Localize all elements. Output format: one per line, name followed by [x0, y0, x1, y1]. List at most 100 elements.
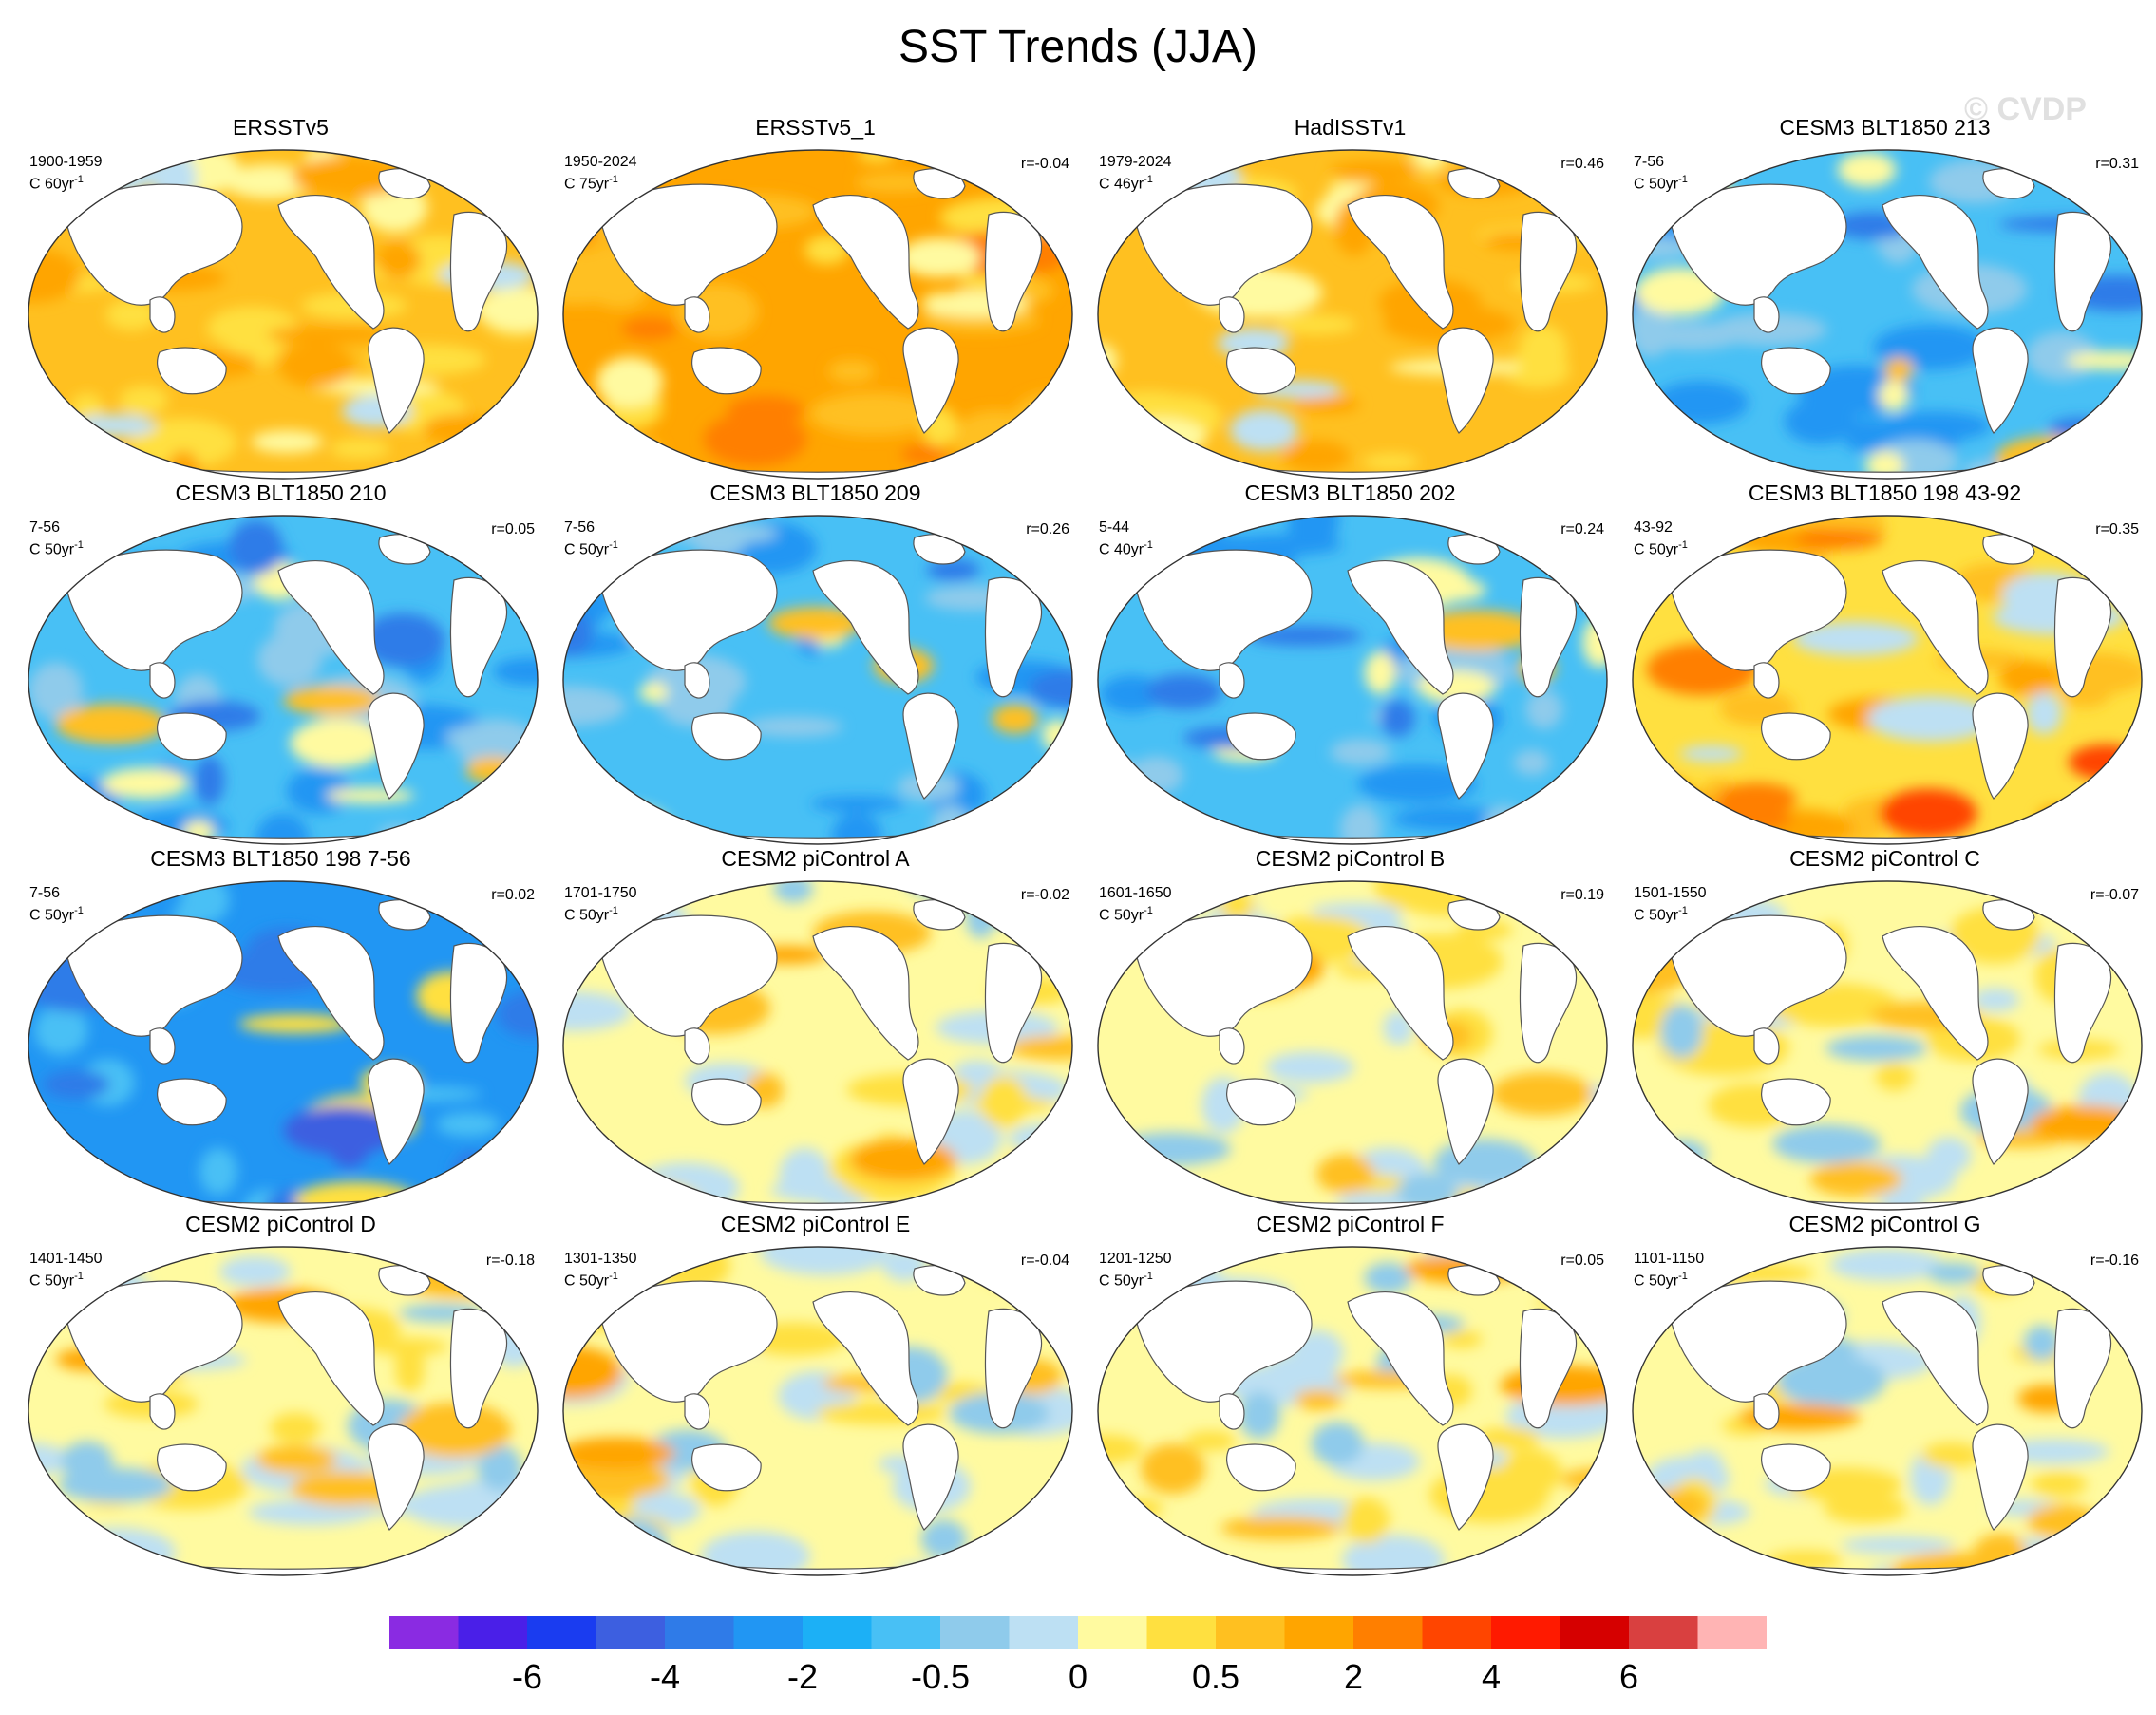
sst-anomaly-patch: [901, 444, 948, 464]
globe-outline: [1632, 515, 2143, 845]
sst-anomaly-patch: [1007, 1035, 1072, 1061]
sst-anomaly-patch: [36, 884, 134, 903]
land-mask: [1668, 914, 1847, 1037]
sst-anomaly-patch: [251, 430, 323, 454]
sst-anomaly-patch: [598, 1518, 668, 1571]
panel-trend-units: C 50yr-1: [564, 1268, 618, 1290]
trend-units-exponent: -1: [1678, 174, 1688, 185]
colorbar-swatch: [940, 1616, 1010, 1649]
land-mask: [691, 347, 762, 395]
panel-correlation: r=-0.16: [2090, 1253, 2139, 1269]
sst-anomaly-patch: [622, 317, 678, 340]
sst-anomaly-patch: [1311, 1422, 1364, 1466]
panel-trend-units: C 50yr-1: [29, 902, 84, 924]
sst-anomaly-patch: [979, 1076, 1029, 1128]
sst-anomaly-patch: [1480, 516, 1560, 535]
sst-anomaly-patch: [983, 1254, 1072, 1292]
panel-title: CESM2 piControl D: [185, 1212, 376, 1236]
sst-anomaly-patch: [564, 1498, 610, 1531]
sst-anomaly-patch: [330, 439, 390, 459]
land-mask: [277, 195, 385, 330]
sst-anomaly-patch: [1551, 163, 1607, 183]
land-mask: [1347, 926, 1454, 1061]
land-mask: [1882, 195, 1989, 330]
sst-anomaly-patch: [119, 386, 168, 415]
globe-outline: [28, 880, 539, 1211]
sst-anomaly-patch: [1784, 399, 1856, 444]
sst-anomaly-patch: [436, 1112, 501, 1137]
colorbar-tick-label: -6: [511, 1657, 542, 1696]
land-mask: [157, 347, 227, 395]
sst-anomaly-patch: [1282, 440, 1351, 473]
map-panel: CESM2 piControl A 1701-1750 C 50yr-1 r=-0.0…: [548, 845, 1083, 1216]
land-mask: [1347, 1291, 1454, 1426]
land-mask: [1761, 1443, 1831, 1492]
sst-anomaly-patch: [2026, 691, 2063, 735]
sst-anomaly-patch: [810, 796, 905, 813]
trend-units-text: C 50yr: [564, 1272, 610, 1290]
colorbar-swatch: [1353, 1616, 1423, 1649]
map-panel: CESM3 BLT1850 213 7-56 C 50yr-1 r=0.31: [1617, 114, 2152, 484]
sst-anomaly-patch: [1362, 453, 1420, 470]
panel-period: 1501-1550: [1634, 885, 1707, 901]
sst-anomaly-patch: [290, 1471, 398, 1506]
sst-anomaly-patch: [33, 1529, 83, 1547]
land-mask: [691, 712, 762, 761]
land-mask: [1972, 692, 2029, 800]
sst-anomaly-patch: [444, 724, 538, 750]
sst-anomaly-patch: [1642, 1489, 1708, 1522]
colorbar-swatch: [1078, 1616, 1147, 1649]
sst-anomaly-patch: [1311, 902, 1403, 921]
land-mask: [149, 1027, 176, 1065]
panel-period: 1950-2024: [564, 154, 637, 170]
sst-anomaly-patch: [207, 306, 298, 349]
land-mask: [368, 1058, 425, 1165]
sst-anomaly-patch: [1525, 689, 1562, 729]
sst-anomaly-patch: [34, 1006, 88, 1055]
sst-anomaly-patch: [475, 287, 538, 331]
sst-anomaly-patch: [563, 249, 635, 305]
sst-anomaly-patch: [1829, 1248, 1944, 1281]
sst-anomaly-patch: [2026, 331, 2098, 381]
sst-anomaly-patch: [238, 1014, 352, 1034]
colorbar-swatch: [458, 1616, 528, 1649]
land-mask: [598, 1280, 778, 1403]
globe-outline: [28, 515, 539, 845]
land-mask: [1226, 347, 1296, 395]
panel-title: CESM3 BLT1850 202: [1244, 481, 1456, 505]
sst-anomaly-patch: [1008, 1122, 1072, 1154]
sst-anomaly-patch: [1883, 358, 1914, 382]
trend-units-text: C 50yr: [1634, 1272, 1679, 1290]
sst-anomaly-patch: [563, 686, 627, 726]
trend-units-exponent: -1: [1678, 539, 1688, 551]
sst-anomaly-patch: [28, 1179, 89, 1197]
panel-period: 1401-1450: [29, 1251, 103, 1267]
land-mask: [812, 926, 919, 1061]
sst-anomaly-patch: [28, 662, 84, 720]
sst-anomaly-patch: [28, 155, 113, 209]
land-mask: [1753, 1027, 1780, 1065]
land-mask: [368, 692, 425, 800]
colorbar-swatch: [1491, 1616, 1560, 1649]
panel-period: 5-44: [1099, 519, 1130, 536]
panel-correlation: r=0.24: [1560, 521, 1604, 537]
colorbar-swatch: [389, 1616, 459, 1649]
sst-anomaly-patch: [464, 757, 521, 783]
land-mask: [691, 1443, 762, 1492]
panel-trend-units: C 60yr-1: [29, 171, 84, 193]
sst-anomaly-patch: [1772, 1124, 1882, 1164]
sst-anomaly-patch: [898, 237, 980, 278]
globe-outline: [562, 1246, 1073, 1576]
sst-anomaly-patch: [633, 1162, 740, 1210]
sst-anomaly-patch: [952, 410, 1040, 466]
panel-period: 43-92: [1634, 519, 1673, 536]
colorbar-tick-label: 4: [1481, 1657, 1502, 1696]
sst-anomaly-patch: [809, 392, 938, 436]
sst-anomaly-patch: [1098, 795, 1176, 826]
trend-units-text: C 60yr: [29, 176, 75, 193]
sst-anomaly-patch: [563, 428, 640, 475]
land-mask: [1668, 183, 1847, 306]
globe-outline: [28, 1246, 539, 1576]
sst-anomaly-patch: [1141, 1443, 1205, 1495]
sst-anomaly-patch: [1357, 764, 1478, 803]
